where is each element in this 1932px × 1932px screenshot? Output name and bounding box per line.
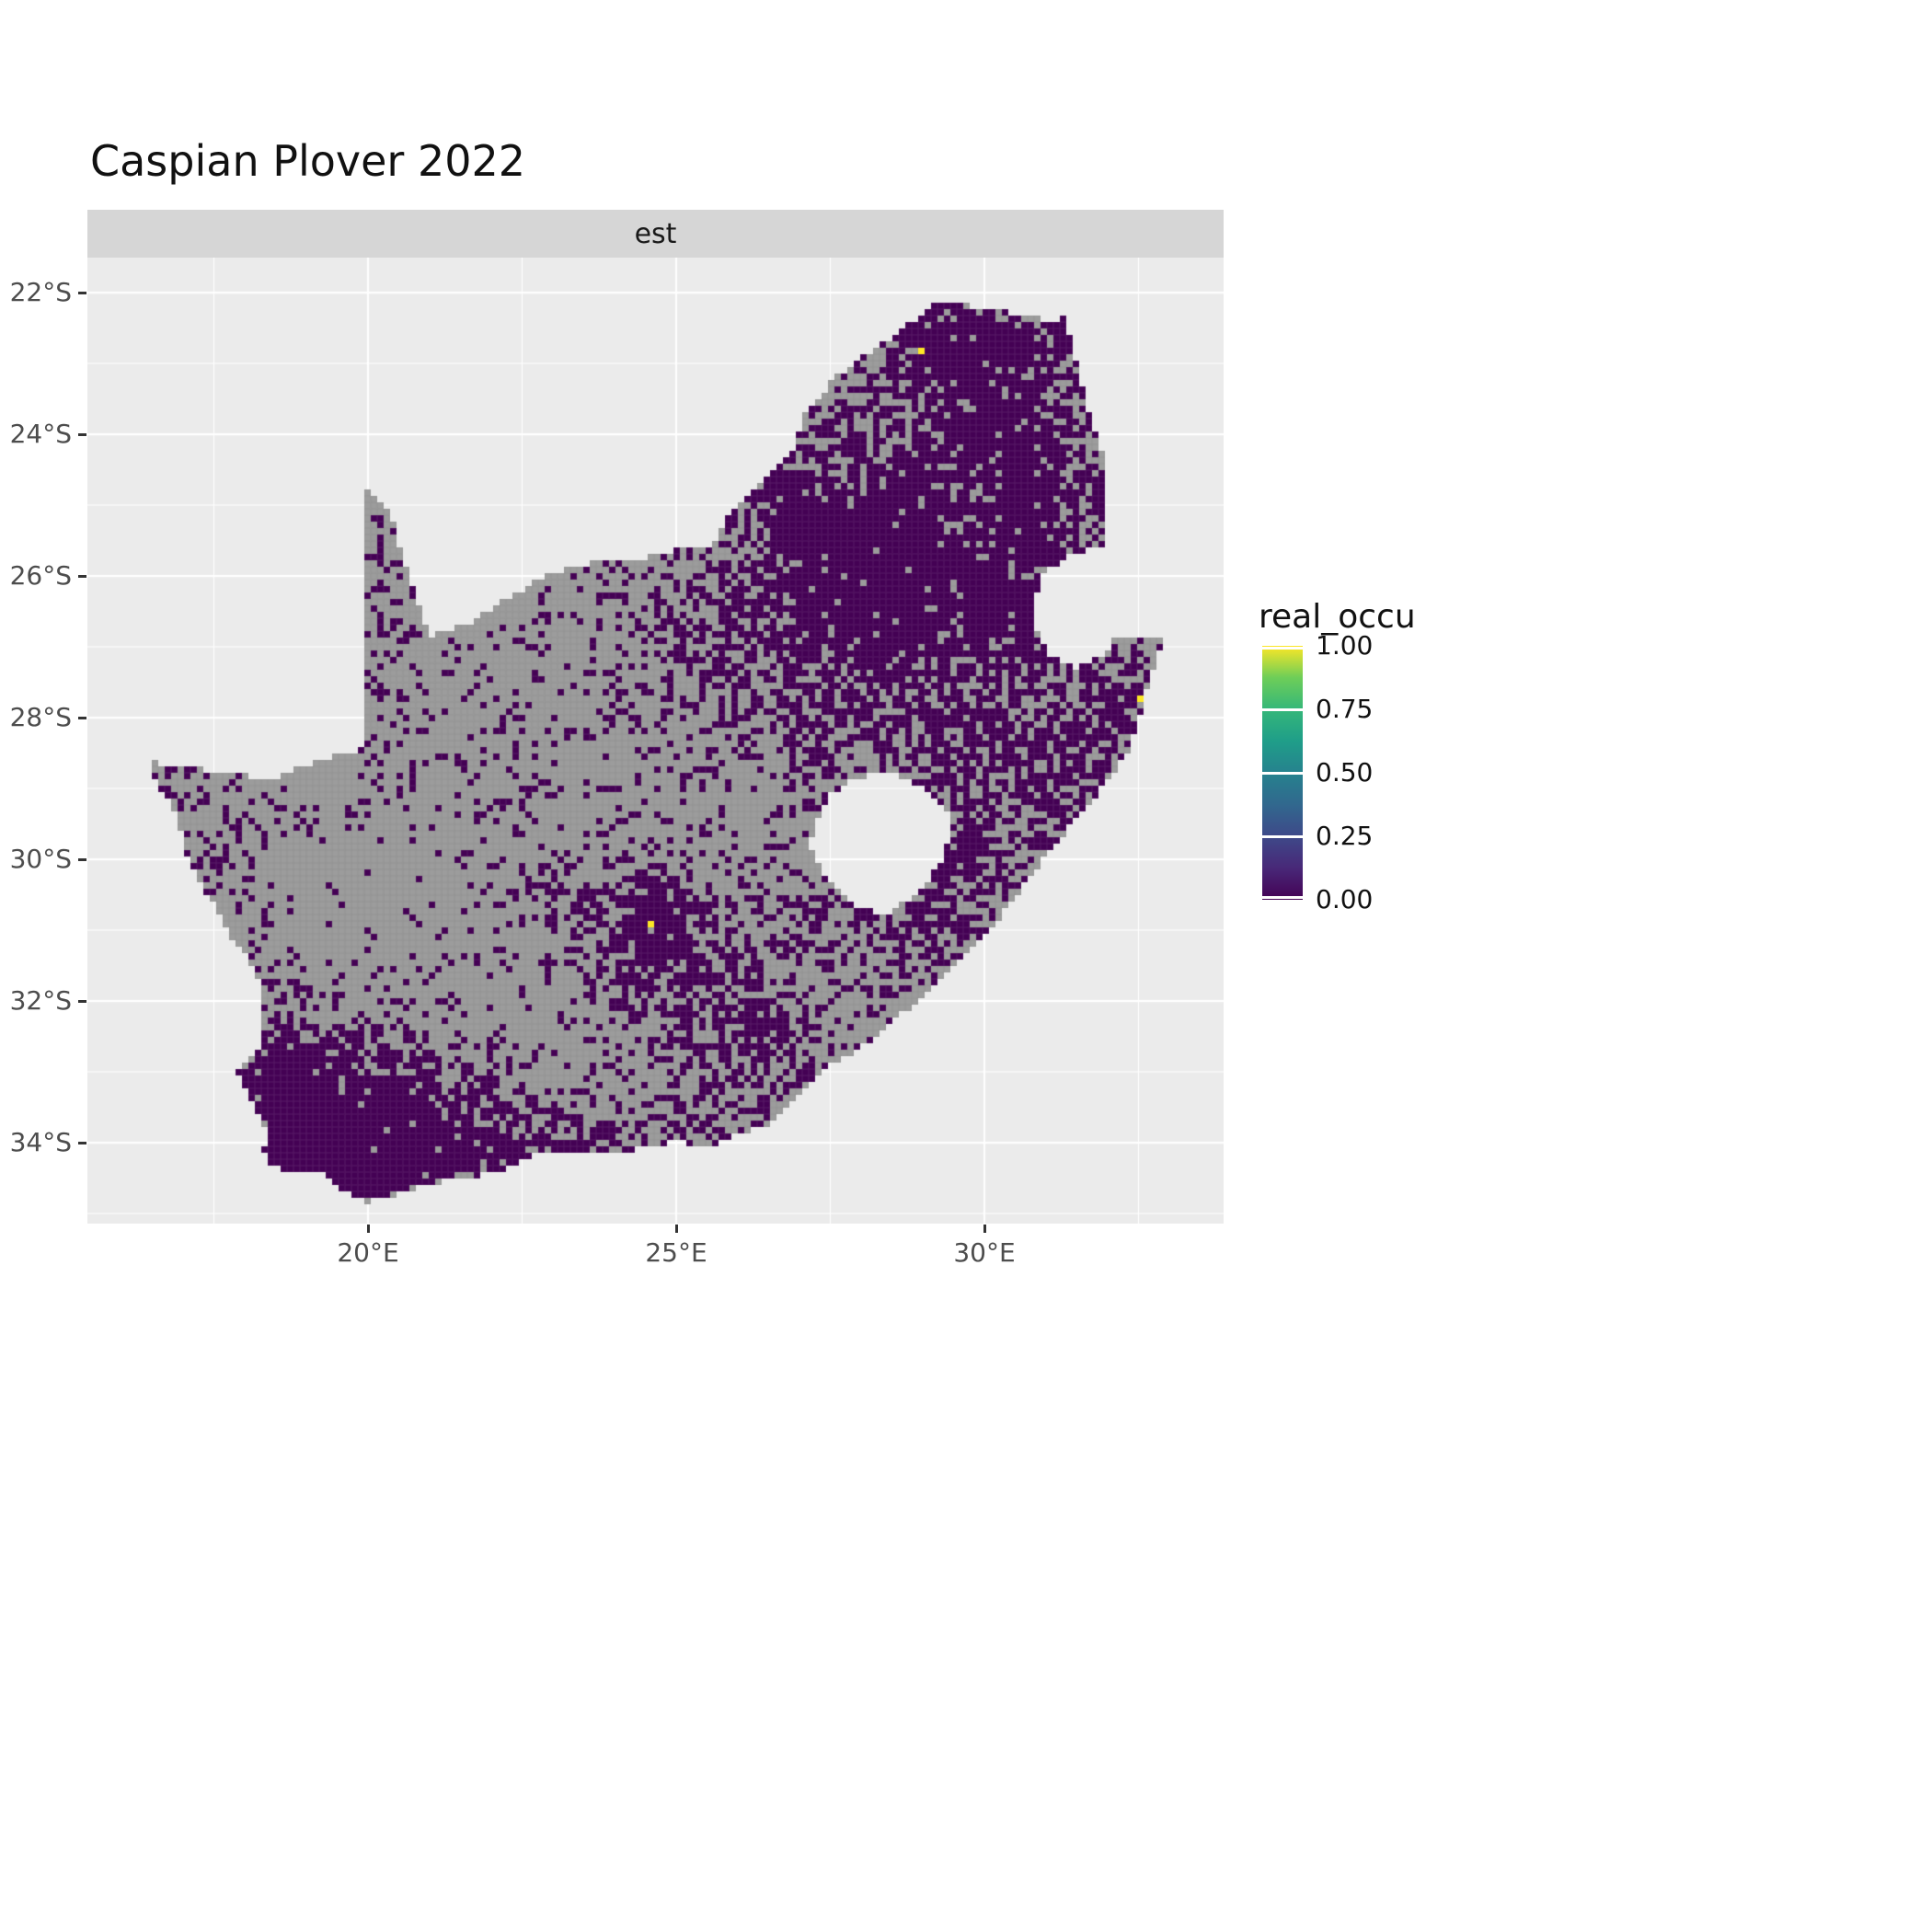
legend-colorbar: [1262, 646, 1303, 900]
y-axis-label: 32°S: [9, 985, 72, 1016]
y-axis-label: 26°S: [9, 560, 72, 591]
x-axis-tick: [675, 1225, 678, 1233]
y-axis-label: 30°S: [9, 844, 72, 874]
y-axis-tick: [78, 858, 86, 861]
legend-tick: [1262, 708, 1303, 711]
x-axis-label: 20°E: [337, 1237, 399, 1268]
y-axis-label: 24°S: [9, 419, 72, 449]
legend-label: 0.00: [1316, 884, 1374, 914]
x-axis-label: 25°E: [645, 1237, 707, 1268]
legend-tick: [1262, 896, 1303, 899]
plot-title: Caspian Plover 2022: [90, 136, 526, 186]
y-axis-label: 22°S: [9, 277, 72, 307]
y-axis-tick: [78, 292, 86, 294]
y-axis-tick: [78, 717, 86, 719]
legend-label: 0.75: [1316, 694, 1374, 724]
legend-tick: [1262, 772, 1303, 775]
plot-panel: [87, 258, 1224, 1224]
x-axis-tick: [983, 1225, 986, 1233]
legend-tick: [1262, 647, 1303, 650]
legend-tick: [1262, 835, 1303, 838]
x-axis-tick: [367, 1225, 370, 1233]
legend-label: 1.00: [1316, 630, 1374, 661]
y-axis-label: 34°S: [9, 1127, 72, 1157]
legend-title: real_occu: [1259, 598, 1416, 636]
y-axis-label: 28°S: [9, 702, 72, 732]
occupancy-map-canvas: [87, 258, 1224, 1224]
y-axis-tick: [78, 1142, 86, 1144]
y-axis-tick: [78, 575, 86, 578]
y-axis-tick: [78, 1000, 86, 1003]
y-axis-tick: [78, 433, 86, 436]
x-axis-label: 30°E: [953, 1237, 1016, 1268]
facet-strip-label: est: [634, 217, 677, 250]
legend-label: 0.50: [1316, 757, 1374, 788]
legend-label: 0.25: [1316, 821, 1374, 851]
facet-strip: est: [87, 210, 1224, 258]
